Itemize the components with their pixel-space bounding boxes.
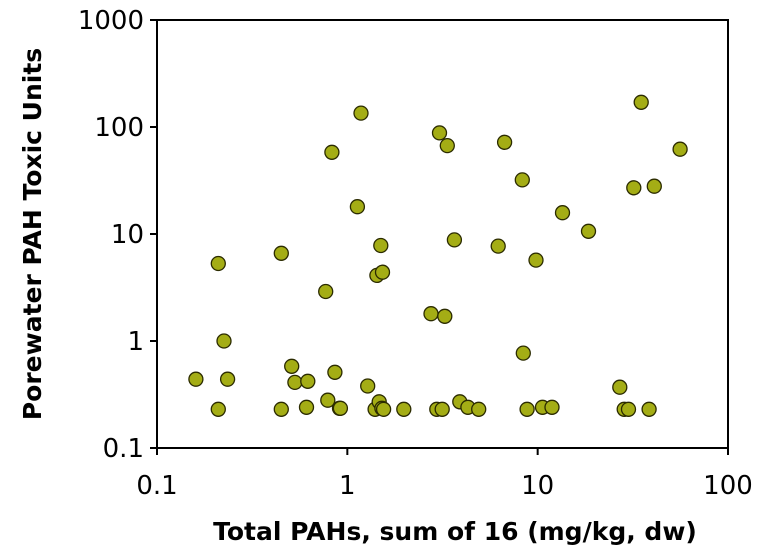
data-point xyxy=(446,232,463,248)
data-point xyxy=(515,345,531,361)
data-point xyxy=(620,401,637,417)
data-points xyxy=(188,94,688,417)
data-point xyxy=(514,172,530,188)
data-point xyxy=(374,264,391,280)
data-point xyxy=(273,245,289,261)
y-tick-label: 10 xyxy=(111,220,144,250)
y-axis-title: Porewater PAH Toxic Units xyxy=(18,48,47,420)
data-point xyxy=(273,401,289,417)
y-tick-label: 1000 xyxy=(78,6,144,36)
data-point xyxy=(490,238,506,254)
data-point xyxy=(544,399,560,415)
data-point xyxy=(496,134,513,150)
data-point xyxy=(646,178,662,194)
data-point xyxy=(633,94,649,110)
data-point xyxy=(437,308,453,324)
data-point xyxy=(210,255,226,272)
data-point xyxy=(626,180,642,196)
data-point xyxy=(219,371,236,387)
data-point xyxy=(320,392,336,408)
x-tick-label: 0.1 xyxy=(136,471,177,501)
data-point xyxy=(287,374,303,391)
data-point xyxy=(528,252,544,268)
x-tick-label: 1 xyxy=(339,471,356,501)
data-point xyxy=(318,283,334,300)
data-point xyxy=(216,333,232,349)
x-tick-label: 100 xyxy=(703,471,753,501)
x-axis-title: Total PAHs, sum of 16 (mg/kg, dw) xyxy=(213,517,697,546)
data-point xyxy=(349,199,366,215)
plot-area xyxy=(156,19,729,449)
data-point xyxy=(519,401,535,417)
data-point xyxy=(641,401,657,417)
data-point xyxy=(396,401,412,417)
data-point xyxy=(373,237,389,254)
data-point xyxy=(210,401,226,417)
data-point xyxy=(423,306,439,322)
data-point xyxy=(471,401,487,417)
data-point xyxy=(360,378,376,394)
data-point xyxy=(672,141,688,157)
x-tick-label: 10 xyxy=(521,471,554,501)
data-point xyxy=(554,205,571,221)
y-tick-label: 100 xyxy=(94,113,144,143)
x-axis: 0.1 1 10 100 xyxy=(136,448,753,501)
data-point xyxy=(188,371,204,387)
data-point xyxy=(327,364,343,380)
data-point xyxy=(375,401,392,417)
data-point xyxy=(324,144,340,160)
data-point xyxy=(353,105,369,121)
data-point xyxy=(431,125,448,141)
y-tick-label: 1 xyxy=(127,327,144,357)
data-point xyxy=(298,399,315,415)
y-tick-label: 0.1 xyxy=(103,434,144,464)
data-point xyxy=(284,358,300,374)
data-point xyxy=(612,379,628,395)
data-point xyxy=(439,137,455,154)
data-point xyxy=(332,400,349,416)
data-point xyxy=(580,223,597,239)
data-point xyxy=(300,373,316,389)
y-axis: 0.1 1 10 100 1000 xyxy=(78,6,157,464)
data-point xyxy=(434,401,450,417)
